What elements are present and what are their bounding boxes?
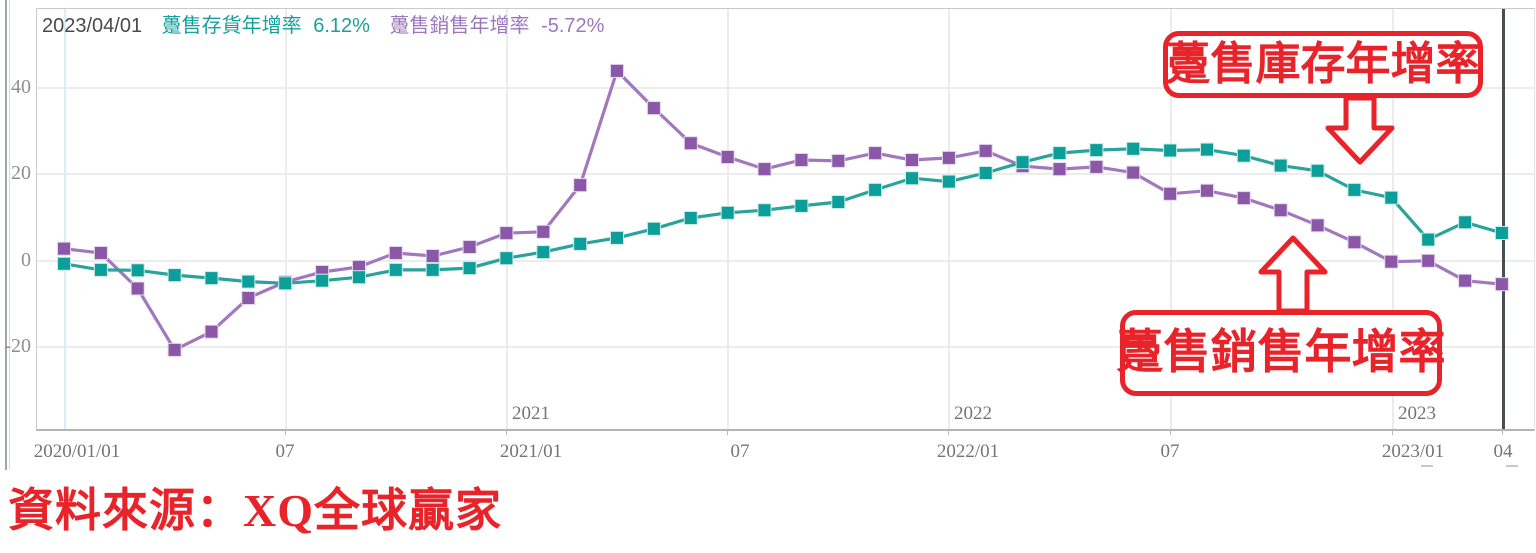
x-axis-tick-mark	[1170, 430, 1171, 435]
data-source-text: 資料來源：XQ全球贏家	[8, 485, 502, 536]
up-arrow-icon	[1258, 235, 1328, 314]
year-label: 2021	[512, 403, 550, 424]
chart-header: 2023/04/01 躉售存貨年增率 6.12% 躉售銷售年增率 -5.72%	[42, 9, 604, 38]
x-axis-tick-label: 2021/01	[499, 441, 563, 462]
axis-underscore-mark	[1421, 465, 1433, 467]
year-label: 2023	[1398, 403, 1436, 424]
year-label: 2022	[954, 403, 992, 424]
inventory-callout-box: 躉售庫存年增率	[1163, 31, 1483, 98]
vertical-gridline	[506, 9, 508, 429]
vertical-gridline	[727, 9, 729, 429]
y-axis-tick-label: 40	[11, 75, 31, 98]
x-axis-tick-mark	[506, 430, 507, 435]
axis-underscore-mark	[1506, 465, 1518, 467]
y-axis-tick-label: 0	[21, 248, 31, 271]
x-axis-tick-label: 2023/01	[1381, 441, 1445, 462]
horizontal-gridline	[37, 173, 1534, 175]
vertical-gridline	[285, 9, 287, 429]
y-axis-tick-label: -20	[4, 335, 31, 357]
x-axis-tick-label: 07	[730, 441, 750, 462]
date-cursor-line[interactable]	[1502, 9, 1505, 429]
x-axis-tick-mark	[1392, 430, 1393, 435]
sales-series-label: 躉售銷售年增率	[389, 15, 530, 37]
cursor-date: 2023/04/01	[42, 15, 143, 37]
x-axis-tick-label: 07	[1160, 441, 1180, 462]
sales-callout-text: 躉售銷售年增率	[1116, 326, 1446, 379]
window-left-edge	[5, 0, 7, 470]
vertical-gridline	[948, 9, 950, 429]
down-arrow-icon	[1325, 95, 1395, 165]
x-axis-tick-mark	[948, 430, 949, 435]
window-left-edge-highlight	[9, 0, 10, 470]
x-axis-tick-mark	[1502, 430, 1503, 435]
inventory-series-value: 6.12%	[313, 15, 370, 37]
x-axis-tick-label: 07	[275, 441, 295, 462]
sales-series-value: -5.72%	[541, 15, 605, 37]
x-axis-tick-label: 04	[1493, 441, 1513, 462]
sales-callout-box: 躉售銷售年增率	[1117, 310, 1446, 396]
x-axis-tick-label: 2022/01	[936, 441, 1000, 462]
x-axis-tick-mark	[285, 430, 286, 435]
x-axis-tick-label: 2020/01/01	[33, 441, 121, 462]
inventory-callout-text: 躉售庫存年增率	[1165, 39, 1481, 89]
y-axis-tick-label: 20	[11, 162, 31, 184]
x-axis-tick-mark	[727, 430, 728, 435]
start-date-gridline	[64, 9, 66, 429]
inventory-series-label: 躉售存貨年增率	[161, 15, 302, 37]
